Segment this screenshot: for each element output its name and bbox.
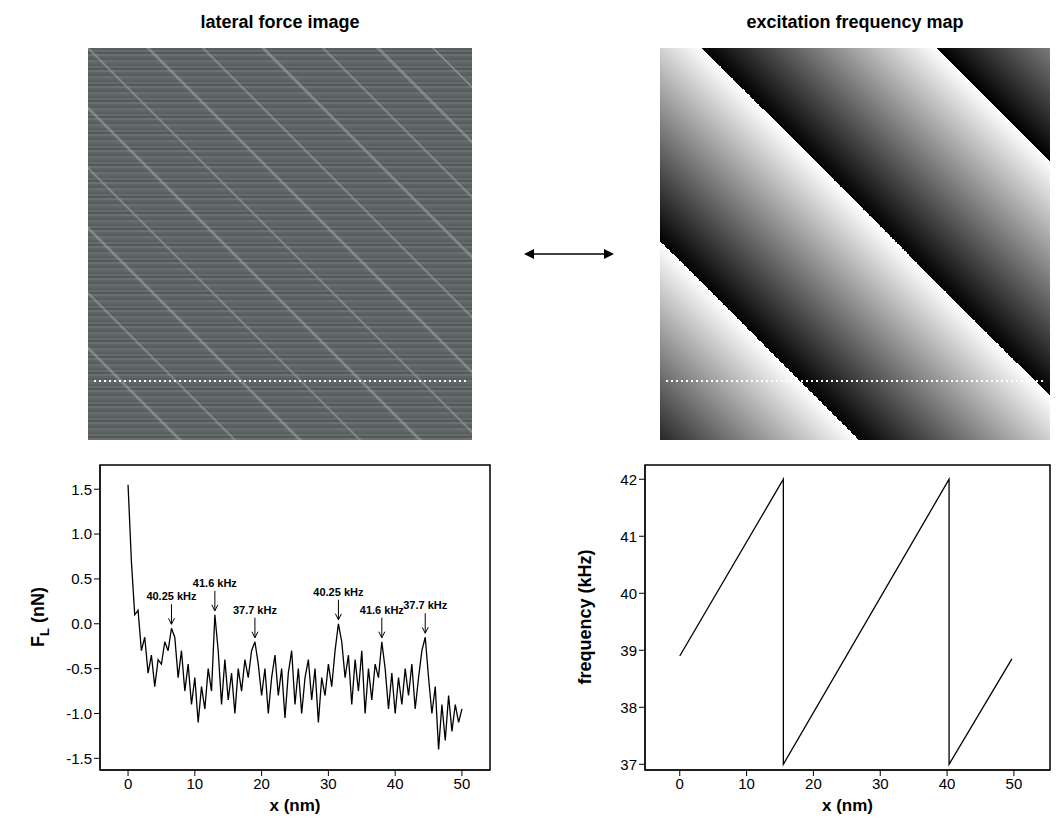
- svg-text:0.5: 0.5: [71, 570, 92, 587]
- svg-text:30: 30: [872, 775, 889, 792]
- svg-text:42: 42: [620, 471, 637, 488]
- svg-text:10: 10: [186, 775, 203, 792]
- svg-text:39: 39: [620, 642, 637, 659]
- html-text:x (nm): x (nm): [822, 796, 873, 815]
- svg-text:1.5: 1.5: [71, 481, 92, 498]
- svg-text:41.6 kHz: 41.6 kHz: [193, 577, 238, 589]
- svg-text:38: 38: [620, 699, 637, 716]
- svg-text:-1.5: -1.5: [66, 750, 92, 767]
- svg-text:41: 41: [620, 528, 637, 545]
- svg-text:40: 40: [939, 775, 956, 792]
- svg-text:50: 50: [1006, 775, 1023, 792]
- svg-text:20: 20: [805, 775, 822, 792]
- html-text:(nN): (nN): [28, 587, 49, 628]
- html-text:excitation frequency map: excitation frequency map: [746, 12, 964, 32]
- svg-text:50: 50: [454, 775, 471, 792]
- html-text:lateral force image: lateral force image: [200, 12, 360, 32]
- html-text:x (nm): x (nm): [269, 796, 321, 815]
- svg-text:37.7 kHz: 37.7 kHz: [403, 599, 448, 611]
- svg-text:41.6 kHz: 41.6 kHz: [360, 604, 405, 616]
- svg-text:0: 0: [124, 775, 132, 792]
- html-text:F: F: [28, 636, 49, 647]
- html-text:L: L: [36, 628, 52, 636]
- svg-text:40.25 kHz: 40.25 kHz: [146, 590, 197, 602]
- svg-text:1.0: 1.0: [71, 525, 92, 542]
- svg-text:40: 40: [387, 775, 404, 792]
- svg-text:40: 40: [620, 585, 637, 602]
- svg-text:-0.5: -0.5: [66, 660, 92, 677]
- svg-text:20: 20: [253, 775, 270, 792]
- svg-text:40.25 kHz: 40.25 kHz: [313, 586, 364, 598]
- svg-text:10: 10: [738, 775, 755, 792]
- html-text:frequency (kHz): frequency (kHz): [574, 549, 595, 685]
- svg-text:0.0: 0.0: [71, 615, 92, 632]
- svg-text:-1.0: -1.0: [66, 705, 92, 722]
- svg-text:30: 30: [320, 775, 337, 792]
- svg-text:37.7 kHz: 37.7 kHz: [233, 604, 278, 616]
- svg-text:37: 37: [620, 756, 637, 773]
- svg-text:0: 0: [676, 775, 684, 792]
